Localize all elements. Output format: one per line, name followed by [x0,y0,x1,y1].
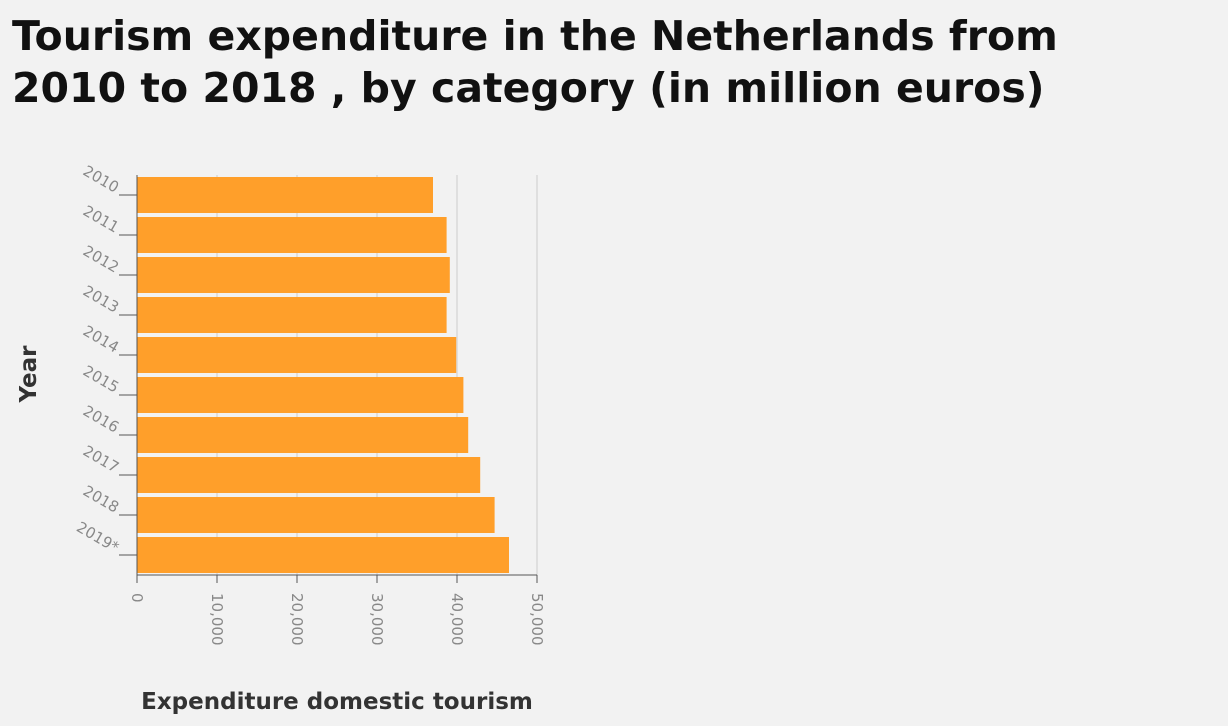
y-tick-label: 2016 [80,402,122,437]
y-tick-label: 2019* [73,518,122,557]
y-tick-label: 2018 [80,482,122,517]
x-tick-label: 0 [128,593,146,603]
y-tick-label: 2010 [80,162,122,197]
y-tick-label: 2015 [80,362,122,397]
x-tick-labels: 0 10,000 20,000 30,000 40,000 50,000 [128,593,546,646]
bar-2015 [137,377,463,413]
x-tick-label: 50,000 [528,593,546,646]
bar-2018 [137,497,495,533]
y-tick-label: 2011 [80,202,122,237]
bar-2013 [137,297,447,333]
y-axis-label: Year [16,345,42,404]
x-tick-label: 30,000 [368,593,386,646]
x-tick-label: 40,000 [448,593,466,646]
x-tick-label: 20,000 [288,593,306,646]
bar-2019 [137,537,509,573]
y-tick-label: 2017 [80,442,122,477]
bar-2016 [137,417,468,453]
bar-2010 [137,177,433,213]
bar-2011 [137,217,447,253]
bar-2014 [137,337,456,373]
x-tick-label: 10,000 [208,593,226,646]
bar-2012 [137,257,450,293]
bars [137,177,509,573]
bar-2017 [137,457,480,493]
x-axis-label: Expenditure domestic tourism [141,689,533,715]
y-tick-label: 2013 [80,282,122,317]
y-tick-labels: 2010 2011 2012 2013 2014 2015 2016 2017 20182019… [73,162,122,557]
y-tick-label: 2014 [80,322,122,357]
y-tick-label: 2012 [80,242,122,277]
